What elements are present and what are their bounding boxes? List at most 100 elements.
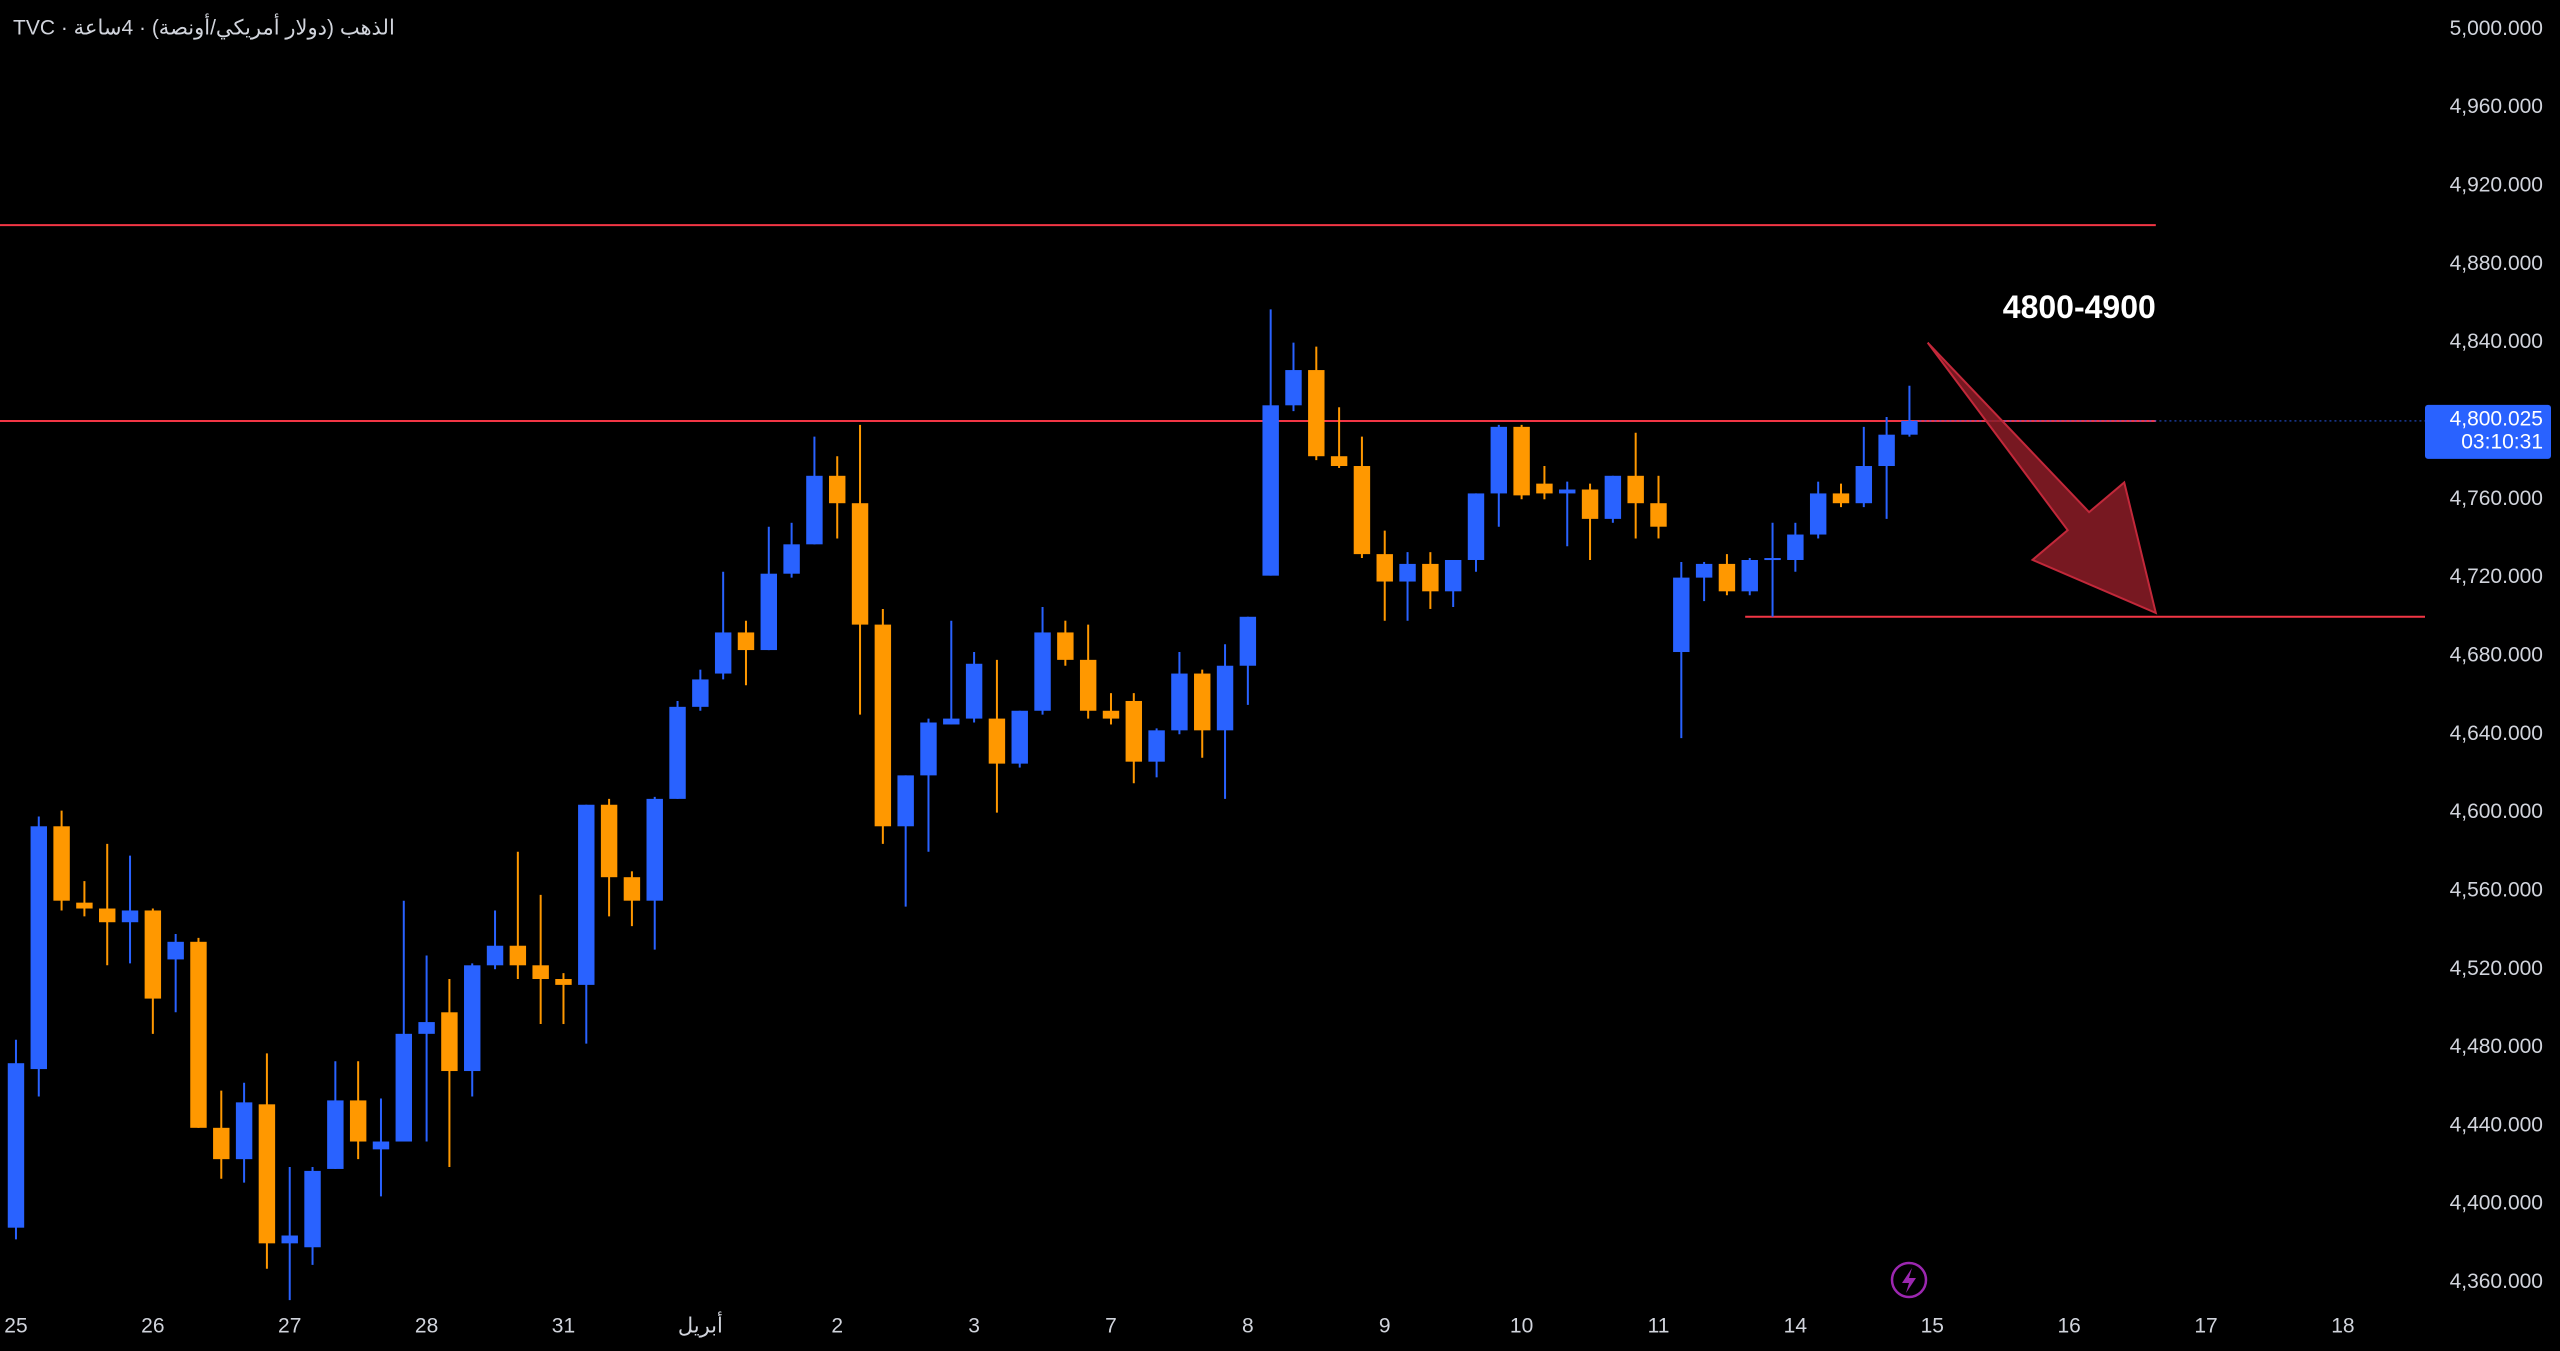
candle-body — [258, 1104, 276, 1244]
candle-body — [943, 718, 960, 725]
x-tick-label: 10 — [1510, 1315, 1533, 1338]
candle-body — [1581, 489, 1599, 519]
y-tick-label: 4,440.000 — [2450, 1113, 2543, 1136]
candle-body — [1353, 466, 1371, 555]
y-tick-label: 4,360.000 — [2450, 1270, 2543, 1293]
candle-body — [1148, 730, 1165, 762]
candle-body — [1216, 665, 1234, 731]
candle-body — [897, 775, 914, 827]
candle-body — [1809, 493, 1827, 535]
candle-body — [372, 1141, 390, 1150]
candle-body — [441, 1012, 458, 1072]
last-price-label: 4,800.025 — [2450, 407, 2543, 430]
candle-body — [1878, 434, 1895, 467]
candle-body — [1376, 554, 1393, 582]
candle-body — [235, 1102, 253, 1160]
candle-body — [1308, 370, 1325, 457]
y-tick-label: 4,600.000 — [2450, 800, 2543, 823]
candle-body — [1650, 503, 1667, 527]
candle-body — [555, 979, 572, 985]
y-tick-label: 4,480.000 — [2450, 1035, 2543, 1058]
candle-body — [349, 1100, 367, 1142]
candle-body — [76, 902, 93, 909]
lightning-icon[interactable] — [1890, 1261, 1928, 1299]
y-tick-label: 4,880.000 — [2450, 252, 2543, 275]
candle-body — [623, 877, 641, 901]
candle-body — [692, 679, 709, 707]
y-tick-label: 4,920.000 — [2450, 174, 2543, 197]
candle-body — [1513, 426, 1530, 496]
y-tick-label: 4,760.000 — [2450, 487, 2543, 510]
x-tick-label: 9 — [1379, 1315, 1391, 1338]
candle-body — [7, 1063, 25, 1228]
candle-body — [167, 941, 184, 960]
x-tick-label: 27 — [278, 1315, 301, 1338]
candle-body — [1741, 559, 1758, 592]
candle-body — [1855, 466, 1873, 504]
candle-body — [1034, 632, 1051, 711]
candle-body — [1194, 673, 1211, 731]
candle-body — [1125, 700, 1143, 762]
candle-body — [920, 722, 937, 776]
candle-body — [509, 945, 527, 966]
candle-body — [760, 573, 778, 651]
candle-body — [737, 632, 755, 651]
candle-body — [144, 910, 162, 999]
candle-body — [851, 503, 869, 625]
candle-body — [1444, 559, 1462, 592]
candle-body — [30, 826, 47, 1070]
x-tick-label: 18 — [2331, 1315, 2354, 1338]
candle-body — [669, 706, 686, 799]
candle-body — [1604, 475, 1622, 519]
candle-body — [53, 826, 70, 901]
candle-body — [829, 475, 846, 504]
candle-body — [806, 475, 823, 545]
x-tick-label: 11 — [1648, 1315, 1670, 1338]
candle-body — [874, 624, 892, 827]
candle-body — [988, 718, 1006, 764]
x-tick-label: 7 — [1105, 1315, 1117, 1338]
icon-circle[interactable] — [1890, 1261, 1928, 1299]
candle-body — [1285, 370, 1302, 406]
y-tick-label: 4,680.000 — [2450, 643, 2543, 666]
y-tick-label: 5,000.000 — [2450, 17, 2543, 40]
candle-body — [281, 1235, 298, 1244]
candle-body — [1673, 577, 1690, 653]
y-tick-label: 4,720.000 — [2450, 565, 2543, 588]
x-tick-label: 16 — [2057, 1315, 2080, 1338]
y-tick-label: 4,520.000 — [2450, 957, 2543, 980]
candle-body — [965, 663, 983, 719]
candle-body — [1239, 616, 1257, 666]
x-tick-label: 28 — [415, 1315, 438, 1338]
y-tick-label: 4,560.000 — [2450, 878, 2543, 901]
candle-body — [1262, 405, 1279, 576]
candle-body — [1718, 563, 1736, 592]
x-tick-label: 2 — [831, 1315, 843, 1338]
candle-body — [327, 1100, 344, 1169]
candle-body — [714, 632, 732, 674]
x-tick-label: 14 — [1784, 1315, 1808, 1338]
candle-body — [1695, 563, 1713, 578]
candle-body — [486, 945, 504, 966]
x-tick-label: 31 — [552, 1315, 575, 1338]
candle-body — [1559, 489, 1576, 494]
candle-body — [1171, 673, 1188, 731]
candle-body — [99, 908, 116, 923]
x-tick-label: أبريل — [678, 1311, 723, 1339]
x-tick-label: 25 — [4, 1315, 27, 1338]
candle-body — [1079, 659, 1097, 711]
y-tick-label: 4,640.000 — [2450, 722, 2543, 745]
candle-body — [1764, 558, 1781, 561]
icon-bolt[interactable] — [1902, 1268, 1916, 1293]
candle-body — [1787, 534, 1804, 560]
last-price-box — [2425, 404, 2551, 459]
candle-body — [578, 804, 595, 985]
x-tick-label: 3 — [968, 1315, 980, 1338]
candle-body — [532, 965, 549, 980]
y-tick-label: 4,400.000 — [2450, 1192, 2543, 1215]
candle-body — [1627, 475, 1644, 504]
candle-body — [418, 1022, 435, 1034]
candle-body — [1330, 456, 1348, 467]
arrow — [1926, 341, 2158, 615]
